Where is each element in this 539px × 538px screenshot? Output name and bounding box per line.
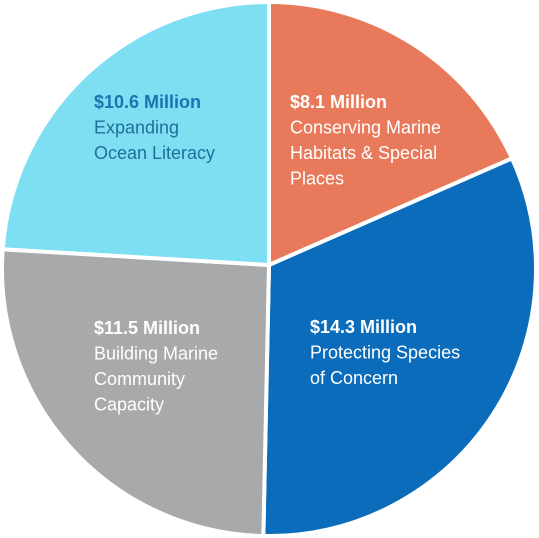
slice-label-line: Capacity (94, 395, 164, 415)
pie-label-4: $10.6 Million Expanding Ocean Literacy (94, 92, 215, 163)
slice-label-line: Protecting Species (310, 343, 460, 363)
pie-label-1: $8.1 Million Conserving Marine Habitats & … (290, 92, 441, 189)
pie-slice-1 (267, 0, 515, 267)
pie-labels: $8.1 Million Conserving Marine Habitats & … (94, 92, 460, 415)
slice-label-line: of Concern (310, 368, 398, 388)
slice-amount: $10.6 Million (94, 92, 201, 112)
slice-label-line: Community (94, 369, 185, 389)
pie-label-2: $14.3 Million Protecting Species of Concer… (310, 317, 460, 388)
slice-label-line: Expanding (94, 118, 179, 138)
slice-label-line: Ocean Literacy (94, 143, 215, 163)
slice-amount: $14.3 Million (310, 317, 417, 337)
pie-slice-3 (0, 247, 271, 538)
slice-label-line: Conserving Marine (290, 118, 441, 138)
pie-slice-4 (0, 0, 271, 267)
slice-amount: $11.5 Million (94, 318, 200, 338)
slice-label-line: Places (290, 169, 344, 189)
slice-label-line: Building Marine (94, 344, 218, 364)
pie-label-3: $11.5 Million Building Marine Community Cap… (94, 318, 218, 415)
pie-slice-2 (261, 156, 538, 538)
slice-label-line: Habitats & Special (290, 143, 437, 163)
slice-amount: $8.1 Million (290, 92, 387, 112)
